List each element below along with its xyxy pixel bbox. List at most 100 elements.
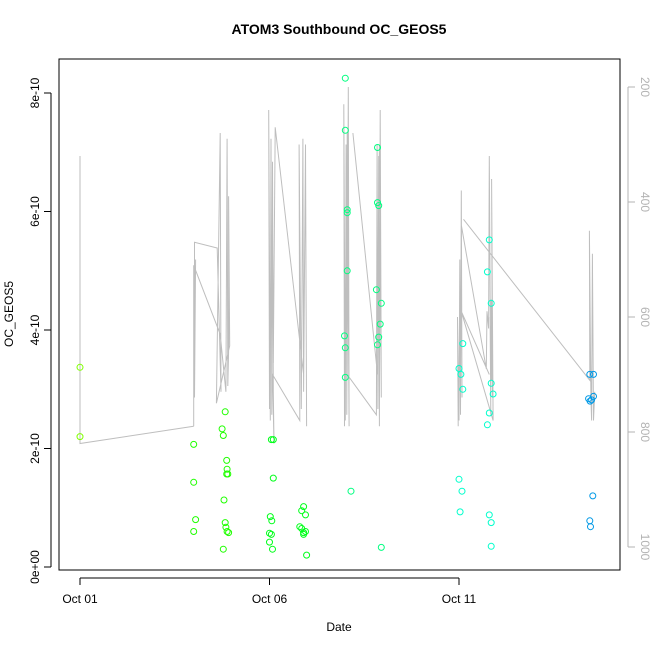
data-point — [459, 340, 467, 348]
y-tick-label: 2e-10 — [28, 433, 42, 464]
plot-frame — [58, 58, 621, 571]
data-point — [221, 408, 229, 416]
data-point — [302, 511, 309, 519]
y2-tick-label: 200 — [638, 77, 650, 97]
data-point — [341, 373, 349, 381]
data-point — [374, 144, 381, 151]
points-layer — [76, 74, 597, 559]
pressure-lines — [79, 86, 596, 445]
data-point — [375, 202, 383, 210]
y-tick-label: 0e+00 — [28, 550, 42, 584]
pressure-profile-line — [79, 156, 194, 445]
y2-tick-label: 600 — [638, 307, 650, 327]
pressure-profile-line — [457, 155, 494, 427]
data-point — [220, 496, 228, 504]
data-point — [457, 370, 465, 378]
data-point — [221, 519, 229, 527]
x-tick-label: Oct 06 — [252, 592, 288, 606]
data-point — [268, 517, 276, 525]
data-point — [487, 542, 495, 550]
data-point — [190, 478, 198, 486]
data-point — [459, 385, 467, 393]
data-point — [223, 465, 231, 473]
data-point — [296, 523, 304, 531]
x-tick-label: Oct 01 — [62, 592, 98, 606]
x-tick-label: Oct 11 — [442, 592, 477, 606]
data-point — [589, 492, 597, 500]
data-point — [266, 538, 273, 546]
data-point — [341, 344, 349, 352]
data-point — [374, 341, 381, 349]
y-axis: 0e+00 2e-10 4e-10 6e-10 8e-10 — [28, 77, 52, 584]
data-point — [343, 209, 351, 217]
y-tick-label: 8e-10 — [28, 77, 42, 108]
data-point — [458, 487, 466, 495]
data-point — [219, 432, 227, 439]
data-point — [343, 206, 351, 214]
data-point — [456, 508, 464, 516]
data-point — [266, 529, 273, 537]
data-point — [587, 523, 594, 531]
data-point — [343, 267, 351, 275]
y-axis-label: OC_GEOS5 — [2, 281, 16, 347]
data-point — [375, 333, 383, 341]
data-point — [303, 551, 311, 559]
pressure-profile-line — [268, 109, 308, 444]
data-point — [223, 528, 231, 535]
data-point — [223, 456, 231, 464]
data-point — [586, 370, 594, 378]
data-point — [222, 523, 230, 531]
data-point — [269, 436, 277, 444]
data-point — [219, 545, 227, 553]
y2-axis: 200 400 600 800 1000 — [627, 77, 650, 561]
data-point — [487, 379, 495, 387]
data-point — [377, 543, 385, 551]
data-point — [267, 530, 275, 538]
data-point — [586, 517, 594, 525]
data-point — [341, 74, 349, 82]
data-point — [190, 528, 198, 535]
data-point — [485, 409, 493, 417]
data-point — [300, 530, 308, 538]
x-axis: Oct 01 Oct 06 Oct 11 — [62, 577, 477, 606]
data-point — [267, 436, 275, 444]
data-point — [190, 440, 198, 448]
data-point — [224, 470, 232, 478]
data-point — [218, 425, 226, 433]
data-point — [300, 503, 308, 511]
data-point — [487, 299, 495, 307]
data-point — [588, 396, 596, 404]
data-point — [485, 511, 493, 519]
data-point — [192, 516, 200, 524]
data-point — [347, 487, 355, 495]
chart-title: ATOM3 Southbound OC_GEOS5 — [232, 21, 447, 37]
pressure-profile-line — [463, 218, 596, 421]
data-point — [298, 507, 306, 515]
x-axis-label: Date — [326, 620, 352, 634]
data-point — [586, 397, 594, 405]
data-point — [489, 390, 497, 398]
data-point — [225, 529, 233, 537]
data-point — [269, 545, 276, 553]
data-point — [372, 286, 380, 294]
data-point — [341, 126, 349, 134]
data-point — [483, 421, 491, 429]
y-tick-label: 6e-10 — [28, 196, 42, 227]
data-point — [485, 236, 493, 244]
data-point — [341, 332, 348, 340]
data-point — [376, 320, 384, 328]
y-tick-label: 4e-10 — [28, 314, 42, 345]
y2-tick-label: 400 — [638, 192, 650, 212]
data-point — [269, 474, 277, 482]
y2-tick-label: 1000 — [638, 534, 650, 561]
pressure-profile-line — [193, 132, 231, 427]
data-point — [76, 433, 84, 441]
data-point — [377, 299, 385, 307]
data-point — [76, 363, 84, 371]
data-point — [483, 268, 491, 276]
y2-tick-label: 800 — [638, 422, 650, 442]
data-point — [455, 475, 463, 483]
data-point — [590, 370, 597, 378]
pressure-profile-line — [343, 86, 382, 427]
